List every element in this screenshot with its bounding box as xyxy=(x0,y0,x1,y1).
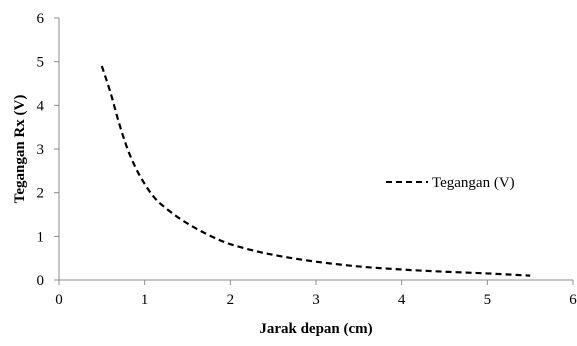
x-tick-label: 3 xyxy=(312,292,320,308)
y-axis-title: Tegangan Rx (V) xyxy=(12,95,28,204)
y-tick-label: 4 xyxy=(37,98,45,114)
x-tick-label: 6 xyxy=(569,292,577,308)
x-tick-label: 2 xyxy=(227,292,235,308)
y-tick-label: 1 xyxy=(37,229,45,245)
x-tick-label: 0 xyxy=(55,292,63,308)
plot-area: 0 1 2 3 4 5 6 0 1 2 3 4 5 6 xyxy=(37,11,577,308)
legend: Tegangan (V) xyxy=(386,175,515,191)
x-tick-label: 5 xyxy=(484,292,492,308)
series-line-0 xyxy=(102,66,530,276)
series-group xyxy=(102,66,530,276)
x-axis-title: Jarak depan (cm) xyxy=(259,321,372,337)
y-tick-label: 3 xyxy=(37,142,45,158)
x-tick-label: 4 xyxy=(398,292,406,308)
x-tick-label: 1 xyxy=(141,292,149,308)
legend-label: Tegangan (V) xyxy=(432,175,515,191)
y-tick-label: 6 xyxy=(37,11,45,27)
y-tick-label: 5 xyxy=(37,55,45,71)
y-axis-ticks: 0 1 2 3 4 5 6 xyxy=(37,11,60,289)
y-tick-label: 0 xyxy=(37,273,45,289)
y-tick-label: 2 xyxy=(37,186,45,202)
x-axis-ticks: 0 1 2 3 4 5 6 xyxy=(55,280,577,308)
